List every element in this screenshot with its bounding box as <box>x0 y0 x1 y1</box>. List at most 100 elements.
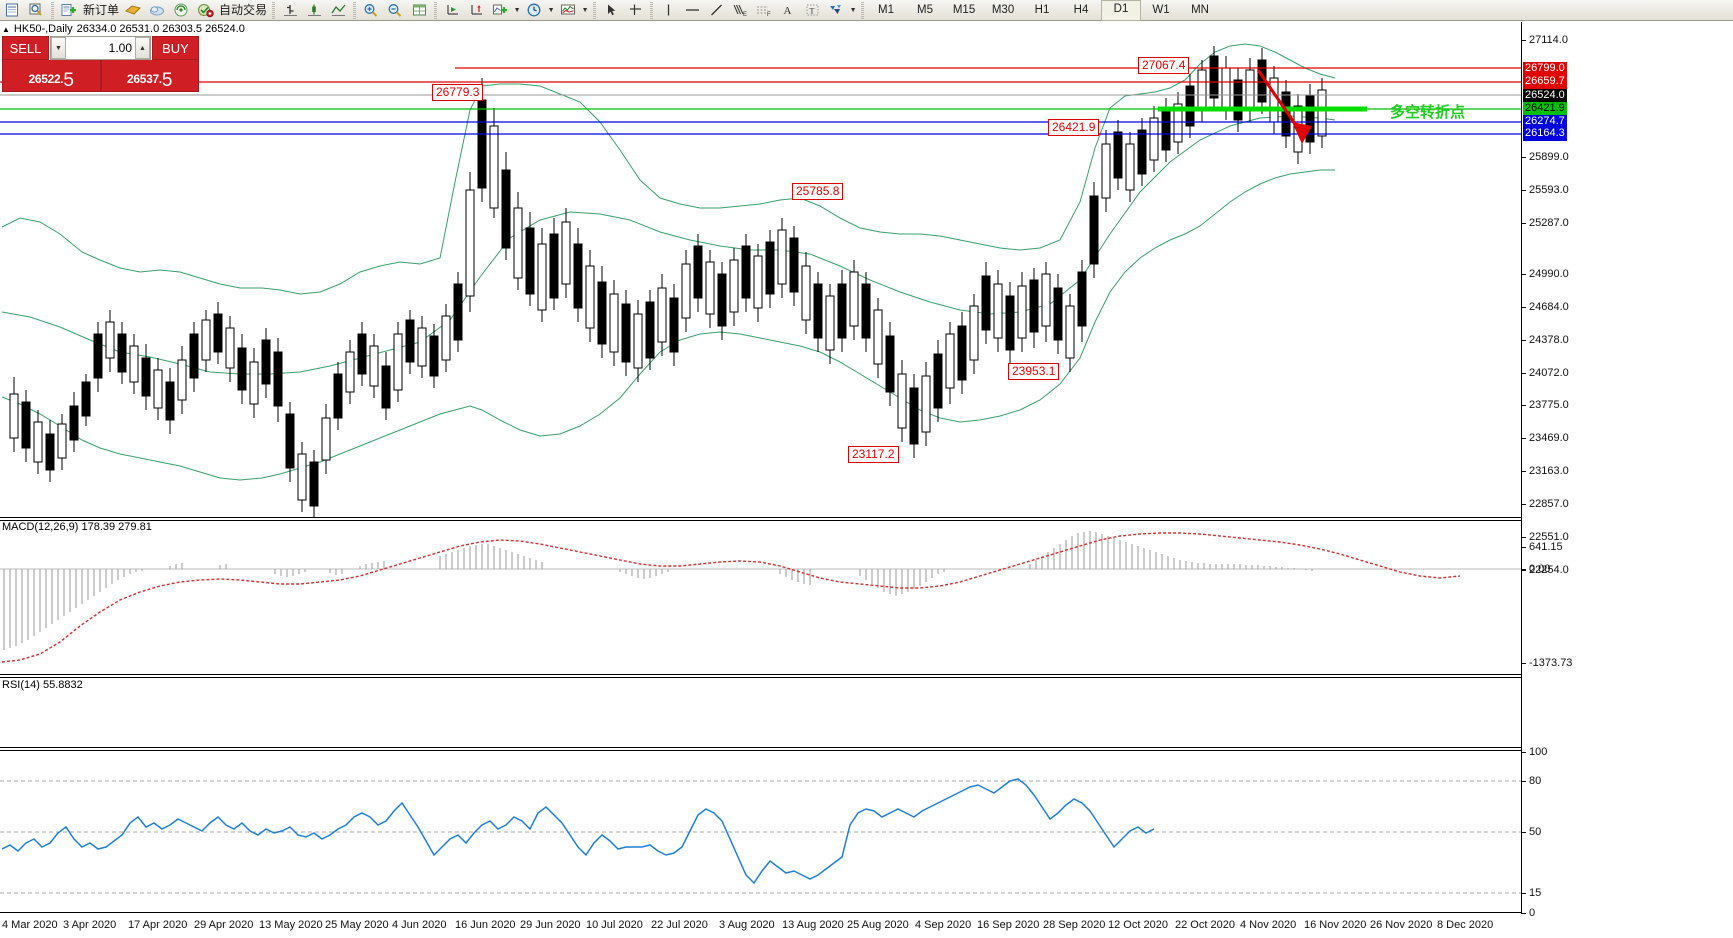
indicators-dropdown-caret-icon[interactable]: ▼ <box>513 6 521 14</box>
price-tick: 24990.0 <box>1522 268 1569 280</box>
signals-icon[interactable] <box>169 0 193 20</box>
chinese-note-label: 多空转折点 <box>1390 104 1466 121</box>
rsi-tick: 80 <box>1522 775 1541 787</box>
timeframe-m1[interactable]: M1 <box>878 3 895 16</box>
timeframe-group[interactable]: M1 M5 M15 M30 H1 H4 D1 W1 MN <box>867 0 1219 21</box>
price-tick: 22254.0 <box>1522 564 1569 576</box>
date-tick: 3 Aug 2020 <box>719 919 775 931</box>
price-tick: 25899.0 <box>1522 151 1569 163</box>
macd-tick: 641.15 <box>1522 541 1563 553</box>
price-annotation-27067-4[interactable]: 27067.4 <box>1138 57 1190 74</box>
price-annotation-23953-1[interactable]: 23953.1 <box>1008 363 1060 380</box>
one-click-trading-panel[interactable]: SELL ▼ 1.00 ▲ BUY 26522 . 5 26537 . 5 <box>2 36 199 92</box>
price-tick: 25593.0 <box>1522 184 1569 196</box>
new-order-icon[interactable] <box>57 0 81 20</box>
auto-scroll-icon[interactable] <box>440 0 464 20</box>
date-tick: 16 Sep 2020 <box>977 919 1040 931</box>
channel-icon[interactable]: F <box>752 0 776 20</box>
timeframe-m15[interactable]: M15 <box>952 3 976 16</box>
text-icon[interactable]: A <box>776 0 800 20</box>
vertical-line-icon[interactable] <box>656 0 680 20</box>
shapes-dropdown-caret-icon[interactable]: ▼ <box>849 6 857 14</box>
sell-price-separator: . <box>60 74 64 86</box>
history-icon[interactable] <box>121 0 145 20</box>
fibonacci-icon[interactable]: E <box>728 0 752 20</box>
chart-symbol-label: HK50-,Daily <box>13 23 73 35</box>
bar-chart-icon[interactable] <box>278 0 302 20</box>
macd-tick: 0.00 <box>1522 563 1550 575</box>
new-order-label[interactable]: 新订单 <box>83 3 120 17</box>
volume-stepper[interactable]: ▼ 1.00 ▲ <box>50 36 151 60</box>
trendline-icon[interactable] <box>704 0 728 20</box>
date-tick: 25 May 2020 <box>325 919 389 931</box>
buy-button[interactable]: BUY <box>152 36 199 60</box>
auto-trading-label[interactable]: 自动交易 <box>219 3 268 17</box>
price-label-26421-9[interactable]: 26421.9 <box>1523 102 1567 116</box>
timeframe-m5[interactable]: M5 <box>917 3 934 16</box>
volume-input[interactable]: 1.00 <box>108 41 132 55</box>
price-tick: 23775.0 <box>1522 399 1569 411</box>
date-tick: 17 Apr 2020 <box>128 919 188 931</box>
price-axis[interactable]: 27114.0 25899.0 25593.0 25287.0 24990.0 24684… <box>1521 22 1733 919</box>
toolbar-separator <box>272 1 276 19</box>
date-tick: 29 Apr 2020 <box>194 919 254 931</box>
indicators-add-icon[interactable] <box>488 0 512 20</box>
price-annotation-26421-9[interactable]: 26421.9 <box>1048 119 1100 136</box>
bollinger-middle-band <box>1 115 1336 375</box>
price-label-26524-0[interactable]: 26524.0 <box>1523 89 1567 103</box>
price-tick: 24684.0 <box>1522 301 1569 313</box>
price-label-26164-3[interactable]: 26164.3 <box>1523 127 1567 141</box>
period-clock-icon[interactable] <box>522 0 546 20</box>
rsi-pane[interactable] <box>0 751 1521 912</box>
sell-button[interactable]: SELL <box>2 36 49 60</box>
cloud-icon[interactable] <box>145 0 169 20</box>
price-tick: 23469.0 <box>1522 432 1569 444</box>
cursor-icon[interactable] <box>599 0 623 20</box>
crosshair-icon[interactable] <box>623 0 647 20</box>
price-annotation-23117-2[interactable]: 23117.2 <box>848 446 899 463</box>
date-axis[interactable]: 4 Mar 2020 3 Apr 2020 17 Apr 2020 29 Apr 20… <box>0 912 1521 938</box>
toolbar-separator <box>51 1 54 19</box>
price-chart-pane[interactable] <box>0 22 1521 517</box>
horizontal-line-icon[interactable] <box>680 0 704 20</box>
line-chart-icon[interactable] <box>326 0 350 20</box>
bollinger-upper-band <box>1 43 1336 295</box>
price-label-26274-7[interactable]: 26274.7 <box>1523 115 1567 129</box>
toolbar-separator <box>650 1 654 19</box>
data-window-icon[interactable] <box>407 0 431 20</box>
sell-price-integer: 26522 <box>28 72 61 86</box>
price-annotation-25785-8[interactable]: 25785.8 <box>792 183 844 200</box>
zoom-out-icon[interactable] <box>383 0 407 20</box>
templates-icon[interactable] <box>556 0 580 20</box>
buy-price[interactable]: 26537 . 5 <box>100 60 199 92</box>
volume-increase-icon[interactable]: ▲ <box>135 37 150 59</box>
templates-dropdown-caret-icon[interactable]: ▼ <box>581 6 589 14</box>
macd-pane[interactable] <box>0 522 1521 674</box>
price-annotation-26779-3[interactable]: 26779.3 <box>432 84 484 101</box>
candlestick-chart-icon[interactable] <box>302 0 326 20</box>
chart-collapse-icon[interactable]: ▲ <box>2 24 10 34</box>
timeframe-h1[interactable]: H1 <box>1034 3 1050 16</box>
date-tick: 13 May 2020 <box>259 919 323 931</box>
volume-decrease-icon[interactable]: ▼ <box>51 37 66 59</box>
sell-price[interactable]: 26522 . 5 <box>2 60 101 92</box>
timeframe-mn[interactable]: MN <box>1191 3 1209 16</box>
period-dropdown-caret-icon[interactable]: ▼ <box>547 6 555 14</box>
label-icon[interactable]: T <box>800 0 824 20</box>
toolbar-separator <box>353 1 357 19</box>
timeframe-h4[interactable]: H4 <box>1073 3 1089 16</box>
shapes-icon[interactable] <box>824 0 848 20</box>
rsi-indicator-label: RSI(14) 55.8832 <box>2 679 83 691</box>
zoom-in-icon[interactable] <box>359 0 383 20</box>
terminal-icon[interactable] <box>0 0 24 20</box>
chart-shift-icon[interactable] <box>464 0 488 20</box>
price-label-26799-0[interactable]: 26799.0 <box>1523 62 1567 76</box>
timeframe-w1[interactable]: W1 <box>1152 3 1170 16</box>
price-label-26659-7[interactable]: 26659.7 <box>1523 75 1567 89</box>
pane-separator-mid2 <box>0 677 1733 678</box>
main-toolbar[interactable]: 新订单 自动交易 ▼ ▼ ▼ <box>0 0 1733 21</box>
auto-trading-icon[interactable] <box>193 0 217 20</box>
timeframe-d1[interactable]: D1 <box>1101 0 1142 21</box>
market-watch-icon[interactable] <box>24 0 48 20</box>
timeframe-m30[interactable]: M30 <box>991 3 1015 16</box>
